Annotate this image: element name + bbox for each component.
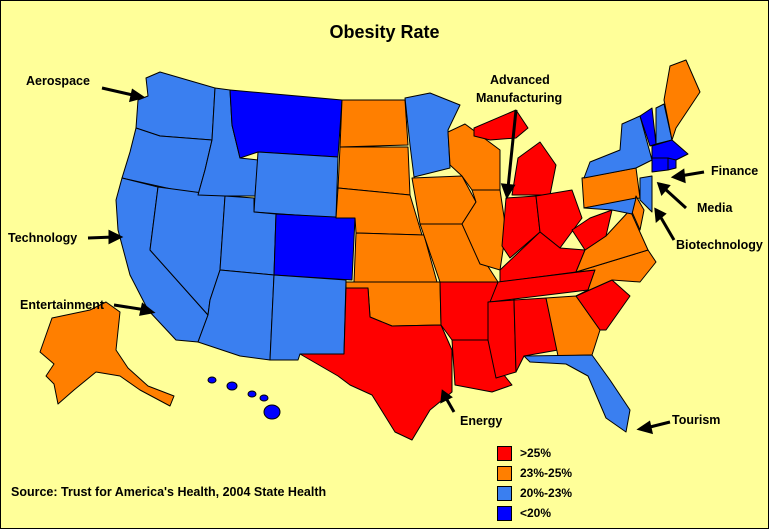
state-CO[interactable] xyxy=(273,213,356,281)
legend-label-mid: 20%-23% xyxy=(520,486,573,500)
legend: >25% 23%-25% 20%-23% <20% xyxy=(497,443,572,523)
label-advanced: Advanced xyxy=(490,73,550,87)
state-MD[interactable] xyxy=(583,197,637,215)
state-ME[interactable] xyxy=(663,59,701,141)
state-AK[interactable] xyxy=(39,301,175,407)
state-MS[interactable] xyxy=(487,299,517,379)
state-NC[interactable] xyxy=(575,249,657,297)
arrow-energy xyxy=(444,397,456,413)
state-ND[interactable] xyxy=(339,99,409,148)
arrowhead-aerospace xyxy=(128,88,146,103)
label-biotechnology: Biotechnology xyxy=(676,238,763,252)
state-MA[interactable] xyxy=(651,139,689,161)
state-FL[interactable] xyxy=(523,354,631,433)
arrowhead-entertainment xyxy=(139,302,156,316)
arrow-biotechnology xyxy=(658,215,676,241)
state-NJ[interactable] xyxy=(639,175,653,213)
legend-swatch-mid xyxy=(497,485,512,501)
state-NM[interactable] xyxy=(269,274,347,361)
state-MO[interactable] xyxy=(419,223,499,283)
state-IN[interactable] xyxy=(501,195,541,259)
state-OH[interactable] xyxy=(535,189,583,249)
state-IL[interactable] xyxy=(461,189,507,271)
label-entertainment: Entertainment xyxy=(20,298,105,312)
state-VA[interactable] xyxy=(575,209,649,273)
label-tourism: Tourism xyxy=(672,413,721,427)
legend-swatch-low xyxy=(497,505,512,521)
state-HI[interactable] xyxy=(207,376,281,420)
arrowhead-finance xyxy=(670,168,686,184)
legend-item: 23%-25% xyxy=(497,463,572,483)
label-aerospace: Aerospace xyxy=(26,74,90,88)
state-SD[interactable] xyxy=(337,146,411,196)
source-note: Source: Trust for America's Health, 2004… xyxy=(11,485,327,499)
state-NY[interactable] xyxy=(583,115,653,179)
state-KS[interactable] xyxy=(353,232,438,283)
state-WY[interactable] xyxy=(253,151,339,219)
arrowhead-technology xyxy=(108,229,124,245)
legend-swatch-high xyxy=(497,445,512,461)
legend-label-midhigh: 23%-25% xyxy=(520,466,573,480)
state-MI-lower[interactable] xyxy=(511,141,557,196)
state-WV[interactable] xyxy=(571,209,613,251)
state-TX[interactable] xyxy=(299,287,453,441)
state-MI[interactable] xyxy=(473,109,529,141)
legend-item: <20% xyxy=(497,503,572,523)
arrow-advanced-manufacturing xyxy=(506,109,518,189)
arrowhead-energy xyxy=(440,389,453,404)
label-finance: Finance xyxy=(711,164,759,178)
legend-item: 20%-23% xyxy=(497,483,572,503)
state-MT[interactable] xyxy=(229,89,343,159)
legend-label-low: <20% xyxy=(520,506,552,520)
state-RI[interactable] xyxy=(667,157,677,171)
arrowhead-tourism xyxy=(636,420,654,435)
legend-item: >25% xyxy=(497,443,572,463)
state-CT[interactable] xyxy=(651,157,669,173)
arrowhead-media xyxy=(656,181,671,196)
map-title: Obesity Rate xyxy=(329,22,440,42)
legend-label-high: >25% xyxy=(520,446,552,460)
arrowhead-biotechnology xyxy=(654,207,667,224)
label-energy: Energy xyxy=(460,414,503,428)
label-technology: Technology xyxy=(8,231,78,245)
label-manufacturing: Manufacturing xyxy=(476,91,563,105)
arrow-media xyxy=(662,186,688,210)
state-AL[interactable] xyxy=(513,297,559,373)
label-media: Media xyxy=(697,201,733,215)
arrowhead-advanced-manufacturing xyxy=(500,183,516,200)
state-WA[interactable] xyxy=(135,71,216,141)
legend-swatch-midhigh xyxy=(497,465,512,481)
